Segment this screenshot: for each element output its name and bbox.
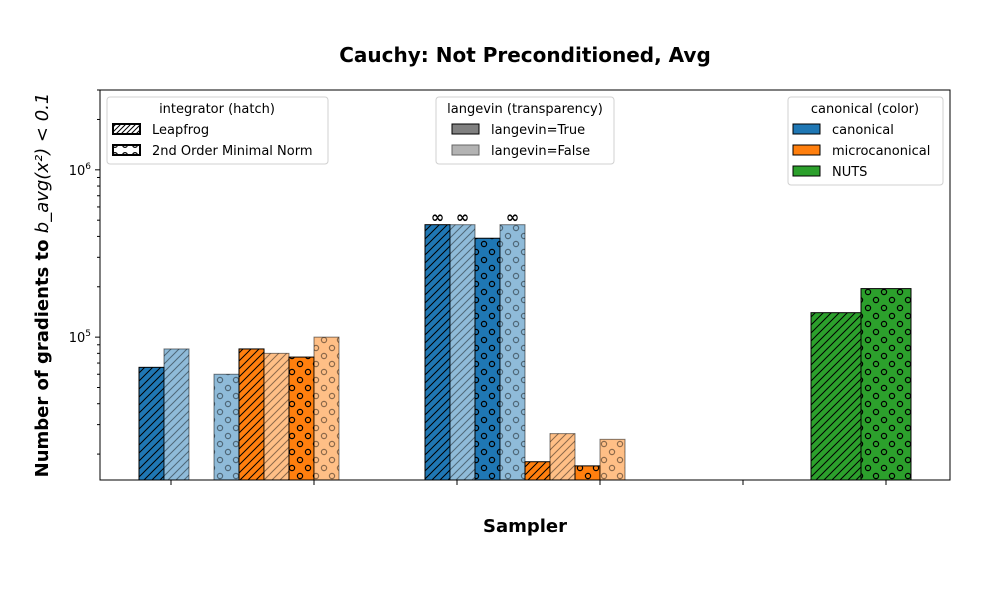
legend-canonical: canonical (color) canonical microcanonic…	[787, 96, 944, 186]
bar-hatch	[239, 348, 264, 480]
bar	[163, 348, 190, 481]
bar	[474, 237, 501, 481]
bar-hatch	[550, 433, 575, 480]
bar-hatch	[475, 238, 500, 480]
bar-hatch	[525, 461, 550, 480]
legend-label-microcanonical: microcanonical	[832, 144, 930, 159]
bar	[524, 461, 551, 481]
chart-title: Cauchy: Not Preconditioned, Avg	[339, 43, 711, 67]
legend-label-canonical: canonical	[832, 123, 894, 138]
bar	[499, 224, 526, 481]
bar-hatch	[450, 224, 475, 480]
bar	[138, 366, 165, 481]
bar	[263, 352, 290, 481]
infinity-label: ∞	[456, 208, 469, 227]
bar-hatch	[314, 337, 339, 480]
bar	[810, 312, 862, 481]
bar	[424, 224, 451, 481]
infinity-label: ∞	[431, 208, 444, 227]
bar-hatch	[575, 465, 600, 480]
bar	[313, 336, 340, 481]
y-tick-label: 105	[69, 329, 91, 346]
bar-hatch	[500, 224, 525, 480]
bar	[238, 348, 265, 481]
y-tick-base: 10	[69, 164, 86, 179]
legend-integrator-frame	[106, 96, 329, 165]
legend-swatch-microcanonical	[792, 144, 821, 156]
bar	[288, 356, 315, 481]
x-axis-label: Sampler	[483, 516, 567, 537]
y-axis-label-math: b_avg(x²) < 0.1	[32, 93, 53, 234]
y-tick-exponent: 5	[85, 329, 91, 339]
legend-label-minimal-norm: 2nd Order Minimal Norm	[152, 144, 312, 159]
bar	[574, 465, 601, 481]
legend-label-langevin-false: langevin=False	[491, 144, 590, 159]
bar	[860, 288, 912, 481]
bar-hatch	[425, 224, 450, 480]
legend-integrator: integrator (hatch) Leapfrog 2nd Order Mi…	[106, 96, 329, 165]
legend-swatch-langevin-true	[451, 123, 480, 135]
y-axis-label: Number of gradients to b_avg(x²) < 0.1	[32, 93, 53, 478]
legend-label-leapfrog: Leapfrog	[152, 123, 209, 138]
bar-hatch	[811, 312, 861, 480]
bar-hatch	[289, 357, 314, 480]
y-tick-base: 10	[69, 331, 86, 346]
legend-label-nuts: NUTS	[832, 165, 867, 180]
bar-hatch	[164, 348, 189, 480]
legend-integrator-title: integrator (hatch)	[159, 102, 275, 117]
y-tick-exponent: 6	[85, 162, 91, 172]
bar	[599, 438, 626, 481]
bar-hatch	[264, 353, 289, 480]
legend-swatch-nuts	[792, 165, 821, 177]
bars-layer: ∞ ∞ ∞	[138, 208, 912, 481]
bar	[449, 224, 476, 481]
bar-hatch	[861, 288, 911, 480]
y-tick-label: 106	[69, 162, 92, 179]
y-axis-label-prefix: Number of gradients to	[32, 233, 53, 477]
legend-langevin-title: langevin (transparency)	[447, 102, 603, 117]
legend-swatch-langevin-false	[451, 144, 480, 156]
plot-frame	[99, 89, 951, 481]
legend-langevin-frame	[435, 96, 615, 165]
bar-hatch	[600, 439, 625, 480]
legend-canonical-title: canonical (color)	[811, 102, 919, 117]
legend-swatch-minimal-norm	[112, 144, 141, 156]
x-axis-ticks	[170, 480, 887, 485]
legend-langevin: langevin (transparency) langevin=True la…	[435, 96, 615, 165]
legend-canonical-frame	[787, 96, 944, 186]
bar	[213, 373, 240, 481]
bar-hatch	[139, 367, 164, 480]
legend-label-langevin-true: langevin=True	[491, 123, 585, 138]
bar	[549, 433, 576, 481]
legend-swatch-canonical	[792, 123, 821, 135]
legend-swatch-leapfrog	[112, 123, 141, 135]
infinity-label: ∞	[506, 208, 519, 227]
bar-hatch	[214, 374, 239, 480]
